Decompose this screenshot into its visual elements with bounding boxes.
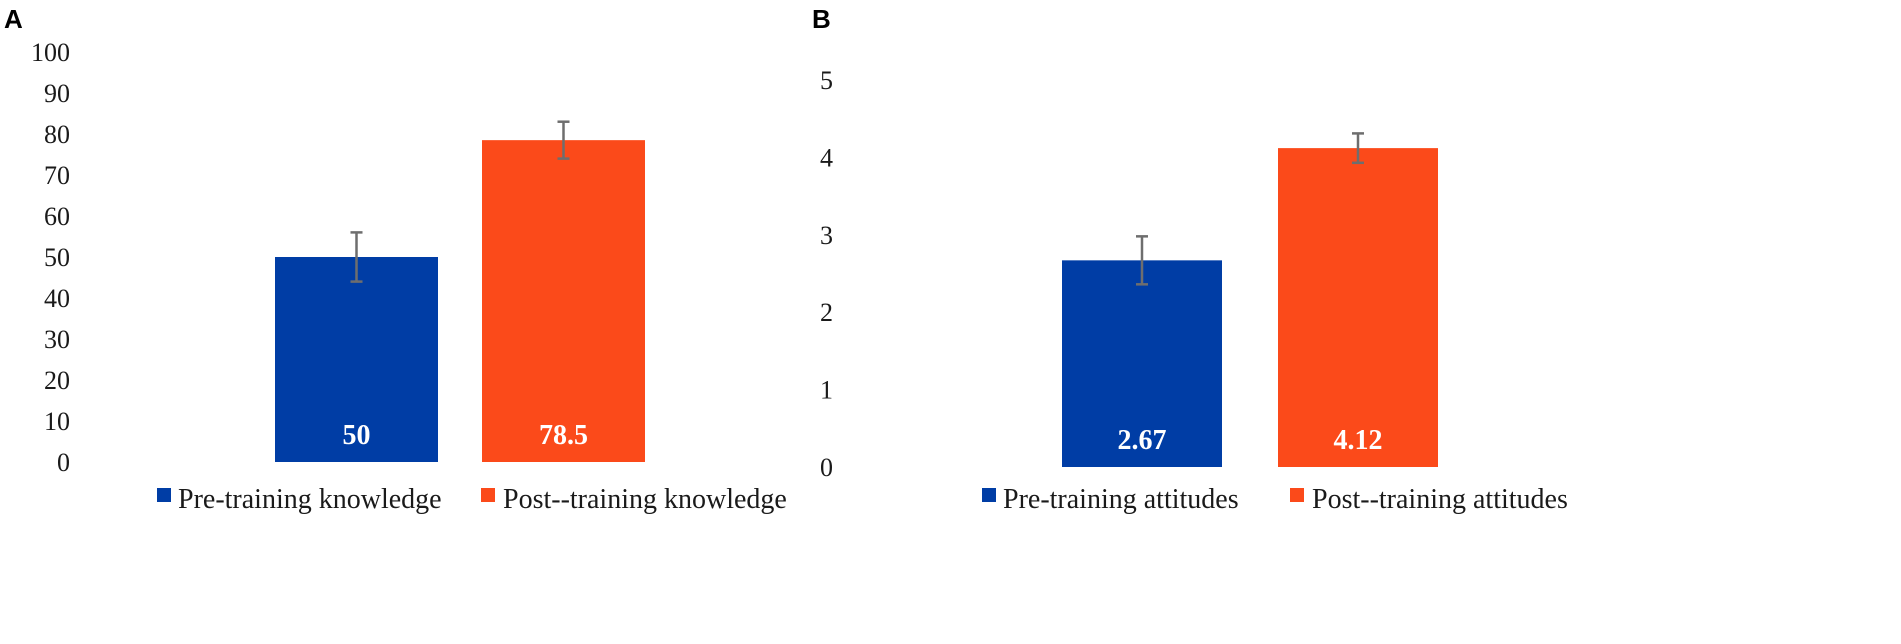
panel-a-data-label-pre: 50 bbox=[343, 420, 371, 451]
panel-b-chart: B 0 1 2 3 4 5 2.67 4.12 Pre-training attitudes Po… bbox=[812, 4, 1568, 515]
panel-a-error-bar-post bbox=[557, 120, 570, 160]
panel-b-data-label-post: 4.12 bbox=[1334, 425, 1383, 456]
panel-a-legend-entry-post: Post--training knowledge bbox=[481, 484, 787, 515]
panel-a-ytick-label: 100 bbox=[31, 38, 70, 67]
panel-a-legend-entry-pre: Pre-training knowledge bbox=[157, 484, 442, 515]
panel-a-bar-post bbox=[482, 140, 645, 462]
panel-a-ytick-label: 60 bbox=[44, 202, 70, 231]
panel-a-ytick-label: 70 bbox=[44, 161, 70, 190]
panel-b-ytick-label: 2 bbox=[820, 298, 833, 327]
panel-b-ytick-label: 5 bbox=[820, 66, 833, 95]
panel-b-error-bar-pre bbox=[1136, 235, 1148, 286]
panel-b-data-label-pre: 2.67 bbox=[1118, 425, 1167, 456]
panel-a-ytick-label: 90 bbox=[44, 79, 70, 108]
panel-a-ytick-label: 20 bbox=[44, 366, 70, 395]
panel-a-ytick-label: 10 bbox=[44, 407, 70, 436]
panel-a-chart: A 0 10 20 30 40 50 60 70 80 90 100 50 78.5 Pre-traini… bbox=[4, 4, 787, 515]
panel-b-ytick-label: 4 bbox=[820, 143, 833, 172]
panel-a-error-bar-pre bbox=[350, 231, 363, 283]
panel-b-legend-swatch bbox=[982, 488, 996, 502]
panel-a-bar-pre bbox=[275, 257, 438, 462]
panel-a-ytick-label: 0 bbox=[57, 448, 70, 477]
panel-b-legend-entry-pre: Pre-training attitudes bbox=[982, 484, 1239, 515]
panel-a-data-label-post: 78.5 bbox=[539, 420, 588, 451]
panel-a-legend-swatch bbox=[157, 488, 171, 502]
panel-b-bar-pre bbox=[1062, 260, 1222, 467]
panel-b-legend-entry-post: Post--training attitudes bbox=[1290, 484, 1568, 515]
panel-a-legend-label: Pre-training knowledge bbox=[178, 484, 442, 515]
panel-b-legend-swatch bbox=[1290, 488, 1304, 502]
panel-b-bar-post bbox=[1278, 148, 1438, 467]
panel-b-letter: B bbox=[812, 4, 831, 34]
panel-a-ytick-label: 30 bbox=[44, 325, 70, 354]
panel-b-error-bar-post bbox=[1352, 132, 1364, 165]
panel-a-legend-swatch bbox=[481, 488, 495, 502]
panel-b-ytick-label: 3 bbox=[820, 221, 833, 250]
panel-a-legend-label: Post--training knowledge bbox=[503, 484, 787, 515]
panel-b-legend-label: Post--training attitudes bbox=[1312, 484, 1568, 515]
panel-a-ytick-label: 40 bbox=[44, 284, 70, 313]
panel-b-ytick-label: 0 bbox=[820, 453, 833, 482]
panel-a-ytick-label: 50 bbox=[44, 243, 70, 272]
panel-b-ytick-label: 1 bbox=[820, 376, 833, 405]
panel-a-letter: A bbox=[4, 4, 23, 34]
panel-a-ytick-label: 80 bbox=[44, 120, 70, 149]
panel-b-legend-label: Pre-training attitudes bbox=[1003, 484, 1239, 515]
